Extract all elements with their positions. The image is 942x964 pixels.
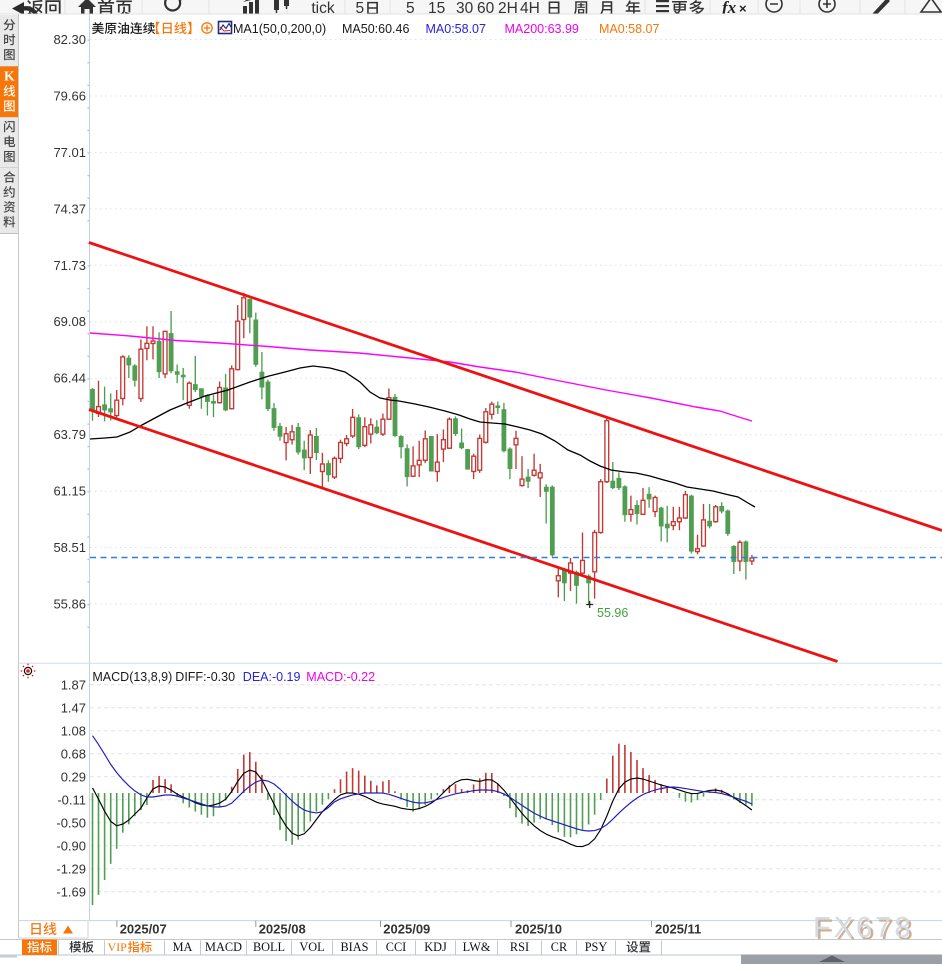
svg-text:MA: MA [173, 940, 193, 954]
svg-text:61.15: 61.15 [53, 484, 86, 499]
svg-text:VIP: VIP [108, 940, 128, 954]
svg-text:60: 60 [477, 0, 495, 17]
svg-text:BOLL: BOLL [253, 940, 285, 954]
svg-text:LW&: LW& [463, 940, 491, 954]
svg-text:RSI: RSI [510, 940, 529, 954]
svg-text:55.96: 55.96 [597, 606, 628, 620]
svg-text:82.30: 82.30 [53, 32, 86, 47]
svg-text:fx: fx [722, 0, 737, 17]
svg-text:-0.50: -0.50 [56, 815, 86, 830]
svg-text:BIAS: BIAS [340, 940, 368, 954]
svg-text:KDJ: KDJ [424, 940, 447, 954]
svg-text:79.66: 79.66 [53, 89, 86, 104]
svg-text:FX678: FX678 [816, 915, 916, 947]
svg-text:58.51: 58.51 [53, 540, 86, 555]
svg-text:MA0:58.07: MA0:58.07 [426, 22, 487, 36]
svg-text:71.73: 71.73 [53, 258, 86, 273]
svg-text:MACD: MACD [205, 940, 242, 954]
svg-text:2H: 2H [498, 0, 518, 17]
svg-text:DIFF:-0.30: DIFF:-0.30 [175, 670, 235, 684]
svg-text:77.01: 77.01 [53, 145, 86, 160]
svg-text:2025/09: 2025/09 [383, 922, 430, 937]
svg-text:2025/07: 2025/07 [120, 922, 167, 937]
svg-text:69.08: 69.08 [53, 314, 86, 329]
svg-text:2025/10: 2025/10 [515, 922, 562, 937]
svg-text:-1.69: -1.69 [56, 884, 86, 899]
svg-text:66.44: 66.44 [53, 371, 86, 386]
svg-text:PSY: PSY [585, 940, 608, 954]
svg-text:0.29: 0.29 [61, 769, 86, 784]
svg-text:15: 15 [428, 0, 445, 17]
svg-text:63.79: 63.79 [53, 427, 86, 442]
svg-text:VOL: VOL [299, 940, 324, 954]
svg-text:74.37: 74.37 [53, 201, 86, 216]
svg-text:DEA:-0.19: DEA:-0.19 [243, 670, 301, 684]
svg-text:MA1(50,0,200,0): MA1(50,0,200,0) [233, 22, 326, 36]
svg-text:MA0:58.07: MA0:58.07 [599, 22, 660, 36]
svg-text:MA200:63.99: MA200:63.99 [505, 22, 579, 36]
svg-text:30: 30 [456, 0, 474, 17]
svg-text:CR: CR [551, 940, 568, 954]
svg-text:MACD:-0.22: MACD:-0.22 [306, 670, 375, 684]
svg-text:1.47: 1.47 [61, 700, 86, 715]
svg-text:-0.90: -0.90 [56, 838, 86, 853]
svg-text:K: K [4, 68, 15, 83]
svg-text:MACD(13,8,9): MACD(13,8,9) [92, 670, 172, 684]
svg-text:2025/08: 2025/08 [259, 922, 306, 937]
svg-text:55.86: 55.86 [53, 597, 86, 612]
svg-text:-0.11: -0.11 [57, 792, 86, 807]
svg-text:1.87: 1.87 [61, 677, 86, 692]
svg-text:FX678: FX678 [813, 912, 913, 944]
svg-text:0.68: 0.68 [61, 746, 86, 761]
svg-text:5: 5 [356, 0, 365, 17]
svg-text:×: × [739, 1, 747, 16]
svg-text:-1.29: -1.29 [56, 861, 86, 876]
svg-text:MA50:60.46: MA50:60.46 [342, 22, 409, 36]
svg-text:1.08: 1.08 [61, 723, 86, 738]
svg-text:tick: tick [311, 0, 335, 17]
svg-text:CCI: CCI [386, 940, 407, 954]
svg-text:5: 5 [406, 0, 415, 17]
svg-text:4H: 4H [520, 0, 540, 17]
svg-text:2025/11: 2025/11 [655, 922, 701, 937]
